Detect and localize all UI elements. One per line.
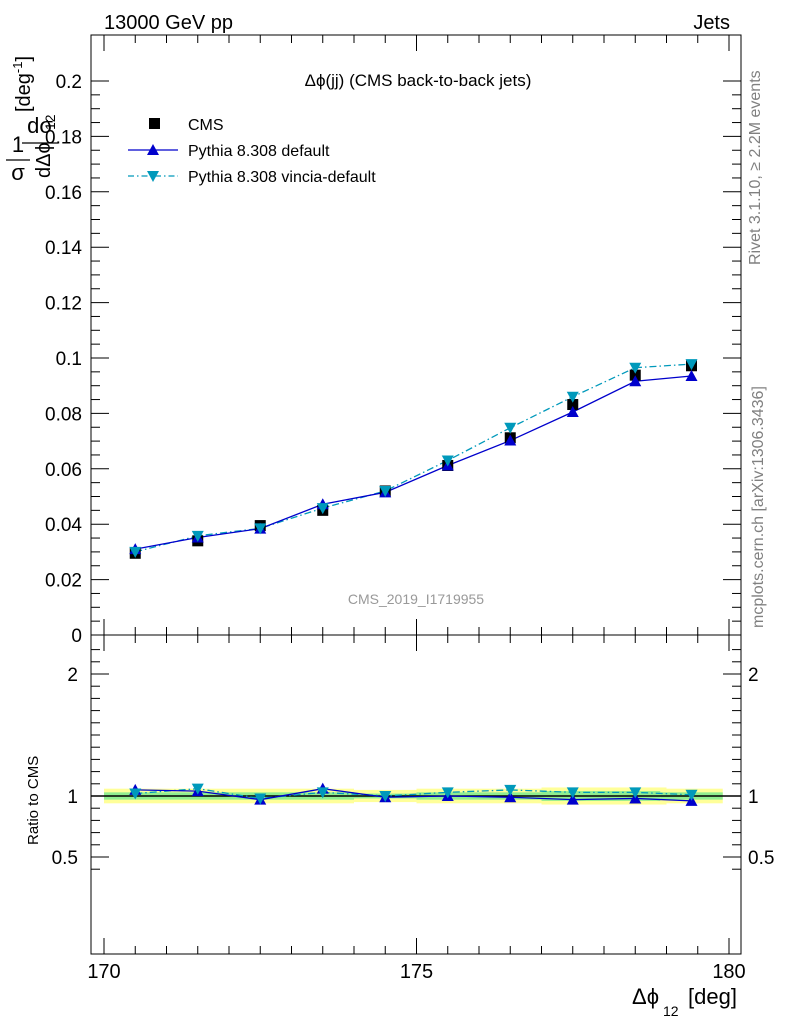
vincia-point: [685, 359, 698, 371]
main-panel: 00.020.040.060.080.10.120.140.160.180.2 …: [6, 34, 742, 647]
cms-point: [567, 399, 579, 411]
default-point: [685, 370, 698, 382]
legend: CMS Pythia 8.308 default Pythia 8.308 vi…: [128, 117, 376, 186]
y-tick-label: 0.04: [45, 515, 82, 536]
vincia-line: [135, 363, 692, 553]
vincia-point: [379, 485, 392, 497]
vincia-point: [191, 530, 204, 542]
y-tick-label: 1: [67, 787, 78, 808]
header-left: 13000 GeV pp: [104, 12, 233, 34]
vincia-ratio-point: [129, 788, 142, 800]
ylabel-units: [deg-1]: [10, 56, 35, 112]
watermark: CMS_2019_I1719955: [348, 591, 484, 607]
y-tick-label: 0.12: [45, 294, 82, 315]
ylabel-one: 1: [12, 132, 24, 157]
default-point: [504, 434, 517, 446]
main-x-ticks: [103, 35, 730, 635]
default-line: [135, 375, 692, 550]
y-tick-label: 0.5: [748, 848, 774, 869]
default-point: [566, 406, 579, 418]
main-data: [129, 359, 698, 559]
y-tick-label: 0.02: [45, 571, 82, 592]
vincia-ratio-point: [441, 787, 454, 799]
ylabel-sigma: σ: [11, 160, 25, 185]
vincia-ratio-point: [379, 791, 392, 802]
y-tick-label: 2: [67, 665, 78, 686]
ratio-x-ticks: 170 175 180: [87, 635, 746, 983]
y-tick-label: 0.5: [52, 848, 78, 869]
y-tick-label: 0.1: [56, 349, 82, 370]
ylabel-numerator: dσ: [27, 113, 53, 138]
vincia-point: [441, 455, 454, 467]
ylabel-denominator: dΔϕ: [33, 142, 55, 178]
main-y-ticks: 00.020.040.060.080.10.120.140.160.180.2: [45, 72, 741, 647]
vincia-ratio-line: [135, 788, 692, 800]
header-right: Jets: [693, 12, 730, 34]
vincia-point: [254, 523, 267, 535]
y-tick-label: 0.14: [45, 238, 82, 259]
y-tick-label: 0.2: [56, 72, 82, 93]
x-tick-label: 170: [87, 961, 120, 983]
cms-point: [629, 369, 641, 381]
vincia-point: [566, 391, 579, 403]
legend-label-cms: CMS: [188, 117, 224, 134]
vincia-ratio-point: [566, 787, 579, 799]
legend-marker-default: [147, 144, 159, 155]
vincia-ratio-point: [316, 787, 329, 799]
main-y-axis-label: 1 σ dσ dΔϕ 12 [deg-1]: [6, 56, 58, 185]
default-ratio-point: [566, 793, 579, 805]
y-tick-label: 0.16: [45, 183, 82, 204]
main-title: Δϕ(jj) (CMS back-to-back jets): [305, 71, 532, 90]
legend-label-vincia: Pythia 8.308 vincia-default: [188, 169, 376, 186]
vincia-point: [129, 546, 142, 558]
legend-marker-vincia: [147, 171, 159, 182]
vincia-point: [316, 503, 329, 515]
ratio-panel: 0.5 0.5 1 1 2 2 170 175 180 Ratio to CMS: [25, 634, 774, 983]
ratio-y-axis-label: Ratio to CMS: [25, 756, 42, 845]
vincia-point: [504, 422, 517, 434]
legend-marker-cms: [149, 118, 160, 129]
default-ratio-line: [135, 788, 692, 802]
xlabel-units: [deg]: [688, 984, 737, 1009]
default-point: [629, 375, 642, 387]
default-ratio-point: [504, 791, 517, 803]
ylabel-subscript: 12: [42, 114, 58, 130]
ratio-data: [129, 782, 698, 806]
xlabel-symbol: Δϕ: [632, 984, 659, 1009]
legend-label-default: Pythia 8.308 default: [188, 143, 330, 160]
vincia-ratio-point: [191, 783, 204, 795]
vincia-ratio-point: [504, 784, 517, 796]
x-tick-label: 175: [400, 961, 433, 983]
mcplots-label: mcplots.cern.ch [arXiv:1306.3436]: [750, 386, 767, 628]
y-tick-label: 0: [71, 626, 82, 647]
y-tick-label: 0.08: [45, 404, 82, 425]
y-tick-label: 1: [748, 787, 759, 808]
rivet-label: Rivet 3.1.10, ≥ 2.2M events: [747, 70, 764, 265]
ratio-y-ticks: 0.5 0.5 1 1 2 2: [52, 649, 774, 870]
y-tick-label: 2: [748, 665, 759, 686]
x-axis-label: Δϕ 12 [deg]: [632, 984, 737, 1019]
vincia-point: [629, 362, 642, 374]
vincia-ratio-point: [629, 787, 642, 799]
vincia-ratio-point: [685, 789, 698, 801]
y-tick-label: 0.06: [45, 460, 82, 481]
x-tick-label: 180: [712, 961, 745, 983]
vincia-ratio-point: [254, 793, 267, 805]
xlabel-subscript: 12: [663, 1003, 679, 1019]
